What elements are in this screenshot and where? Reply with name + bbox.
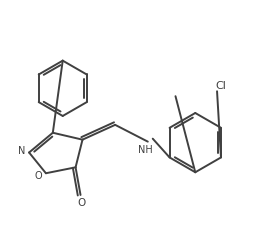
Text: O: O bbox=[34, 171, 42, 181]
Text: O: O bbox=[77, 198, 86, 208]
Text: Cl: Cl bbox=[216, 81, 227, 91]
Text: N: N bbox=[19, 146, 26, 155]
Text: NH: NH bbox=[139, 144, 153, 155]
